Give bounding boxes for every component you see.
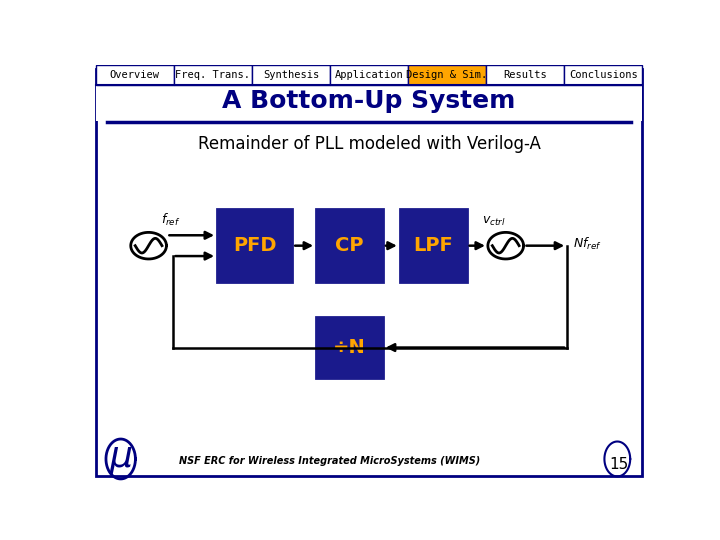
Text: $Nf_{ref}$: $Nf_{ref}$ [572,235,602,252]
FancyBboxPatch shape [96,69,642,476]
FancyBboxPatch shape [400,210,467,282]
FancyBboxPatch shape [316,318,383,377]
Text: Overview: Overview [109,70,160,80]
FancyBboxPatch shape [96,85,642,121]
Text: NSF ERC for Wireless Integrated MicroSystems (WIMS): NSF ERC for Wireless Integrated MicroSys… [179,456,480,466]
FancyBboxPatch shape [217,210,292,282]
FancyBboxPatch shape [486,65,564,85]
Text: 15: 15 [609,457,629,472]
Text: LPF: LPF [413,236,453,255]
Text: Freq. Trans.: Freq. Trans. [175,70,251,80]
FancyBboxPatch shape [174,65,252,85]
Text: Conclusions: Conclusions [569,70,638,80]
FancyBboxPatch shape [408,65,486,85]
Text: Synthesis: Synthesis [263,70,319,80]
Text: Application: Application [335,70,403,80]
Text: Remainder of PLL modeled with Verilog-A: Remainder of PLL modeled with Verilog-A [197,135,541,153]
Text: ÷N: ÷N [333,338,366,357]
Text: CP: CP [336,236,364,255]
Text: Results: Results [503,70,547,80]
Text: $f_{ref}$: $f_{ref}$ [161,212,181,228]
FancyBboxPatch shape [564,65,642,85]
FancyBboxPatch shape [330,65,408,85]
Text: Design & Sim.: Design & Sim. [407,70,487,80]
Text: A Bottom-Up System: A Bottom-Up System [222,90,516,113]
Text: $v_{ctrl}$: $v_{ctrl}$ [482,215,506,228]
FancyBboxPatch shape [316,210,383,282]
Text: $\mu$: $\mu$ [109,442,132,476]
FancyBboxPatch shape [252,65,330,85]
FancyBboxPatch shape [96,65,174,85]
Text: PFD: PFD [233,236,276,255]
